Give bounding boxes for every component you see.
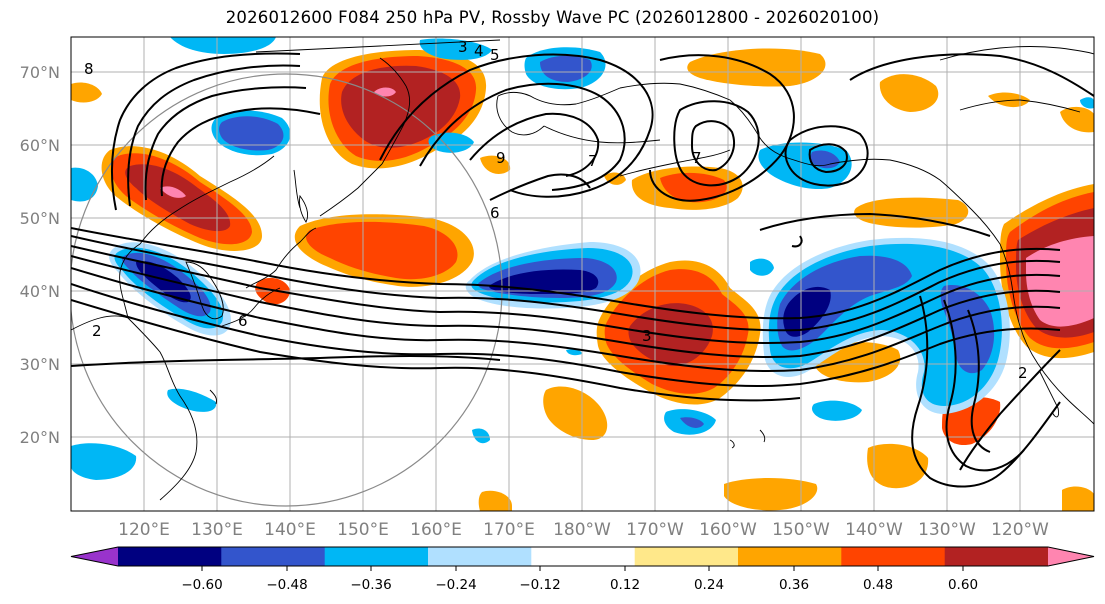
lon-label: 150°W bbox=[772, 520, 830, 540]
gridlines bbox=[71, 37, 1094, 511]
colorbar-segment bbox=[118, 547, 222, 566]
colorbar-segment bbox=[634, 547, 739, 566]
colorbar-label: 0.60 bbox=[948, 577, 978, 593]
colorbar: −0.60 −0.48 −0.36 −0.24 −0.12 0.12 0.24 … bbox=[70, 546, 1095, 593]
colorbar-segment bbox=[841, 547, 946, 566]
negative-anomaly bbox=[71, 167, 98, 202]
lon-label: 160°E bbox=[410, 520, 462, 540]
colorbar-ticks bbox=[201, 566, 964, 571]
colorbar-label: 0.36 bbox=[779, 577, 809, 593]
positive-anomaly bbox=[374, 87, 396, 97]
colorbar-segment bbox=[221, 547, 326, 566]
positive-anomaly bbox=[306, 221, 458, 280]
negative-anomaly bbox=[472, 428, 490, 444]
map-title: 2026012600 F084 250 hPa PV, Rossby Wave … bbox=[225, 8, 880, 27]
negative-anomaly bbox=[419, 38, 492, 60]
colorbar-extend-min bbox=[71, 547, 118, 566]
map-frame bbox=[70, 36, 1095, 512]
lon-label: 160°W bbox=[699, 520, 757, 540]
positive-anomaly bbox=[71, 82, 102, 103]
negative-anomaly bbox=[566, 349, 582, 356]
colorbar-outline bbox=[70, 546, 1095, 567]
lon-label: 150°E bbox=[337, 520, 389, 540]
contour-label: 2 bbox=[92, 322, 102, 340]
colorbar-segment bbox=[531, 547, 636, 566]
colorbar-segments bbox=[70, 546, 1095, 567]
positive-anomaly bbox=[478, 490, 512, 511]
contour-label: 4 bbox=[474, 42, 484, 60]
lon-label: 120°W bbox=[991, 520, 1049, 540]
colorbar-label: −0.12 bbox=[519, 577, 560, 593]
colorbar-segment bbox=[324, 547, 429, 566]
contour-label: 8 bbox=[84, 60, 94, 78]
positive-anomaly bbox=[480, 155, 511, 174]
contour-label: 3 bbox=[642, 327, 652, 345]
contour-label: 9 bbox=[496, 149, 506, 167]
lat-label: 70°N bbox=[20, 63, 60, 82]
map-layers: 8 3 4 5 2 6 7 9 2 3 6 7 bbox=[71, 37, 1094, 511]
negative-anomaly bbox=[1080, 97, 1094, 109]
lat-label: 50°N bbox=[20, 209, 60, 228]
colorbar-segment bbox=[944, 547, 1049, 566]
negative-anomaly bbox=[136, 260, 191, 303]
lon-label: 130°W bbox=[918, 520, 976, 540]
lon-label: 140°E bbox=[264, 520, 316, 540]
negative-anomaly bbox=[219, 116, 284, 151]
contour-labels: 8 3 4 5 2 6 7 9 2 3 6 7 bbox=[84, 38, 1028, 382]
colorbar-tick-labels: −0.60 −0.48 −0.36 −0.24 −0.12 0.12 0.24 … bbox=[181, 577, 978, 593]
lat-label: 40°N bbox=[20, 282, 60, 301]
positive-anomaly bbox=[660, 172, 727, 203]
negative-anomaly bbox=[680, 417, 704, 428]
positive-anomaly bbox=[879, 74, 939, 112]
contour-label: 6 bbox=[490, 204, 500, 222]
colorbar-label: 0.12 bbox=[610, 577, 640, 593]
colorbar-label: 0.24 bbox=[694, 577, 724, 593]
contours bbox=[71, 52, 1094, 488]
latitude-labels: 70°N 60°N 50°N 40°N 30°N 20°N bbox=[20, 63, 60, 447]
lon-label: 140°W bbox=[845, 520, 903, 540]
lat-label: 60°N bbox=[20, 136, 60, 155]
contour-label: 2 bbox=[1018, 364, 1028, 382]
positive-anomaly bbox=[543, 386, 608, 440]
negative-anomaly bbox=[71, 443, 137, 480]
lon-label: 120°E bbox=[118, 520, 170, 540]
colorbar-label: −0.48 bbox=[266, 577, 307, 593]
positive-anomaly bbox=[1026, 236, 1094, 327]
contour-label: 7 bbox=[692, 149, 702, 167]
positive-anomaly bbox=[160, 186, 186, 198]
colorbar-label: −0.36 bbox=[350, 577, 391, 593]
negative-anomaly bbox=[783, 286, 831, 337]
negative-anomaly bbox=[170, 37, 276, 54]
colorbar-segment bbox=[428, 547, 532, 566]
lon-label: 130°E bbox=[191, 520, 243, 540]
colorbar-label: 0.48 bbox=[863, 577, 893, 593]
positive-anomaly bbox=[1062, 486, 1094, 511]
contour-label: 5 bbox=[490, 46, 500, 64]
great-circle-ring bbox=[71, 73, 503, 507]
contour-label: 3 bbox=[458, 38, 468, 56]
colorbar-label: −0.60 bbox=[181, 577, 222, 593]
negative-anomaly bbox=[750, 258, 774, 276]
positive-anomaly bbox=[867, 443, 929, 489]
positive-anomaly bbox=[1060, 106, 1094, 133]
lon-label: 180°W bbox=[553, 520, 611, 540]
lon-label: 170°E bbox=[483, 520, 535, 540]
negative-anomaly bbox=[540, 55, 592, 82]
colorbar-segment bbox=[738, 547, 842, 566]
contour-label: 6 bbox=[238, 312, 248, 330]
lat-label: 30°N bbox=[20, 355, 60, 374]
contour-label: 7 bbox=[588, 152, 598, 170]
positive-anomaly bbox=[854, 197, 969, 228]
negative-anomaly bbox=[812, 400, 862, 421]
positive-anomaly bbox=[724, 478, 818, 511]
lon-label: 170°W bbox=[626, 520, 684, 540]
colorbar-label: −0.24 bbox=[435, 577, 476, 593]
lat-label: 20°N bbox=[20, 428, 60, 447]
negative-anomaly bbox=[940, 285, 995, 374]
longitude-labels: 120°E 130°E 140°E 150°E 160°E 170°E 180°… bbox=[118, 520, 1049, 540]
colorbar-extend-max bbox=[1048, 547, 1094, 566]
